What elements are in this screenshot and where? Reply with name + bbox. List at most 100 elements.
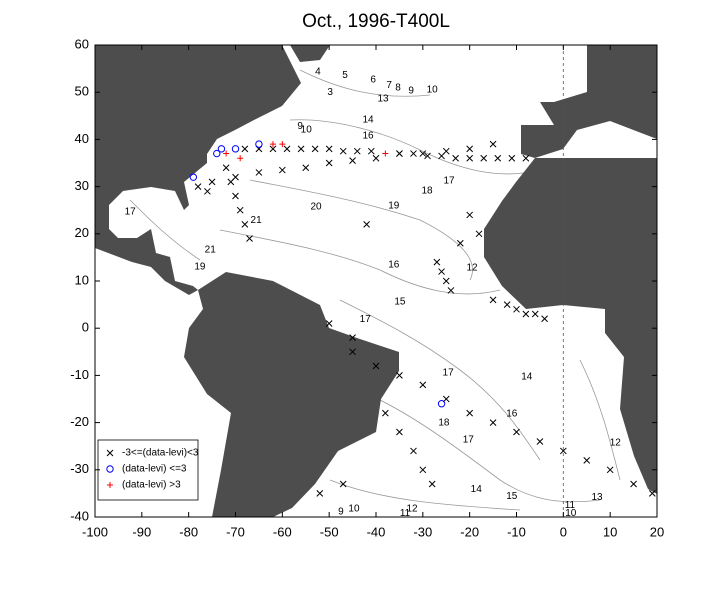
marker-x — [246, 235, 253, 242]
marker-x — [204, 187, 211, 195]
contour-line — [339, 299, 541, 461]
y-tick-label: 10 — [75, 272, 89, 287]
contour-label: 17 — [463, 435, 475, 446]
marker-x — [106, 449, 114, 457]
marker-x — [419, 381, 427, 389]
marker-x — [531, 310, 539, 318]
y-tick-label: -30 — [70, 461, 89, 476]
marker-x — [297, 145, 305, 153]
marker-x — [269, 145, 277, 153]
marker-x — [475, 230, 483, 238]
marker-x — [396, 428, 403, 436]
contour-label: 13 — [377, 93, 389, 104]
marker-x — [456, 239, 464, 247]
x-tick-label: -100 — [82, 524, 108, 539]
legend-label: (data-levi) >3 — [122, 480, 181, 491]
marker-circle — [437, 400, 446, 408]
x-tick-label: -60 — [273, 524, 292, 539]
y-tick-label: 60 — [75, 36, 89, 51]
contour-line — [289, 119, 541, 175]
x-tick-label: -50 — [320, 524, 339, 539]
marker-x — [583, 457, 591, 464]
contour-label: 12 — [466, 262, 478, 273]
contour-label: 4 — [315, 67, 321, 78]
y-tick-label: -20 — [70, 414, 89, 429]
marker-circle — [255, 140, 263, 148]
y-tick-label: -40 — [70, 508, 89, 523]
marker-x — [424, 152, 431, 160]
contour-line — [329, 479, 521, 511]
contour-label: 14 — [362, 115, 374, 126]
contour-line — [219, 229, 501, 295]
contour-label: 16 — [362, 131, 374, 142]
contour-label: 14 — [521, 371, 533, 382]
marker-x — [278, 166, 286, 174]
contour-label: 6 — [370, 75, 376, 86]
marker-x — [428, 480, 436, 488]
marker-x — [489, 419, 497, 426]
y-tick-label: 0 — [82, 320, 89, 335]
marker-circle — [189, 173, 198, 181]
y-tick-label: 50 — [75, 84, 89, 99]
map-layer — [95, 45, 657, 517]
marker-x — [489, 140, 497, 148]
marker-plus — [223, 150, 230, 157]
marker-x — [419, 150, 427, 157]
contour-label: 10 — [301, 125, 313, 136]
contour-label: 10 — [348, 504, 360, 515]
marker-x — [339, 480, 347, 488]
marker-x — [410, 447, 417, 455]
contour-label: 16 — [506, 409, 518, 420]
contour-label: 10 — [565, 508, 577, 519]
marker-x — [433, 258, 441, 266]
contour-label: 12 — [610, 438, 622, 449]
x-tick-label: -70 — [226, 524, 245, 539]
marker-x — [311, 145, 319, 153]
marker-x — [339, 147, 347, 155]
marker-x — [372, 154, 380, 162]
contour-label: 10 — [427, 84, 439, 95]
contour-label: 21 — [251, 215, 263, 226]
x-tick-label: 10 — [603, 524, 617, 539]
x-tick-label: 20 — [650, 524, 664, 539]
marker-circle — [213, 149, 221, 158]
marker-plus — [279, 141, 286, 148]
marker-x — [232, 192, 239, 200]
marker-circle — [106, 465, 114, 473]
contour-label: 15 — [394, 296, 406, 307]
contour-label: 15 — [506, 491, 518, 502]
marker-x — [513, 305, 520, 313]
marker-plus — [269, 141, 276, 148]
y-tick-label: 30 — [75, 178, 89, 193]
greenland — [290, 45, 330, 62]
x-tick-label: -10 — [507, 524, 526, 539]
marker-x — [541, 315, 548, 323]
africa — [484, 158, 657, 494]
contour-label: 14 — [471, 484, 483, 495]
contour-label: 5 — [342, 70, 348, 81]
contour-line — [129, 199, 201, 261]
marker-x — [396, 372, 403, 379]
marker-x — [489, 296, 497, 304]
marker-x — [536, 438, 544, 445]
north-america — [95, 45, 301, 295]
x-tick-label: 0 — [560, 524, 567, 539]
marker-x — [316, 490, 324, 497]
marker-x — [236, 206, 244, 214]
marker-x — [382, 409, 389, 417]
marker-x — [513, 428, 520, 436]
x-tick-label: -20 — [460, 524, 479, 539]
marker-x — [241, 221, 249, 228]
y-tick-label: 40 — [75, 131, 89, 146]
contour-line — [299, 69, 431, 97]
contour-label: 17 — [125, 207, 137, 218]
contour-label: 17 — [360, 314, 372, 325]
marker-x — [372, 362, 380, 370]
marker-x — [508, 154, 516, 162]
marker-x — [447, 287, 455, 294]
marker-x — [442, 277, 450, 285]
marker-plus — [107, 482, 113, 488]
contour-label: 12 — [406, 504, 418, 515]
marker-circle — [231, 145, 240, 153]
